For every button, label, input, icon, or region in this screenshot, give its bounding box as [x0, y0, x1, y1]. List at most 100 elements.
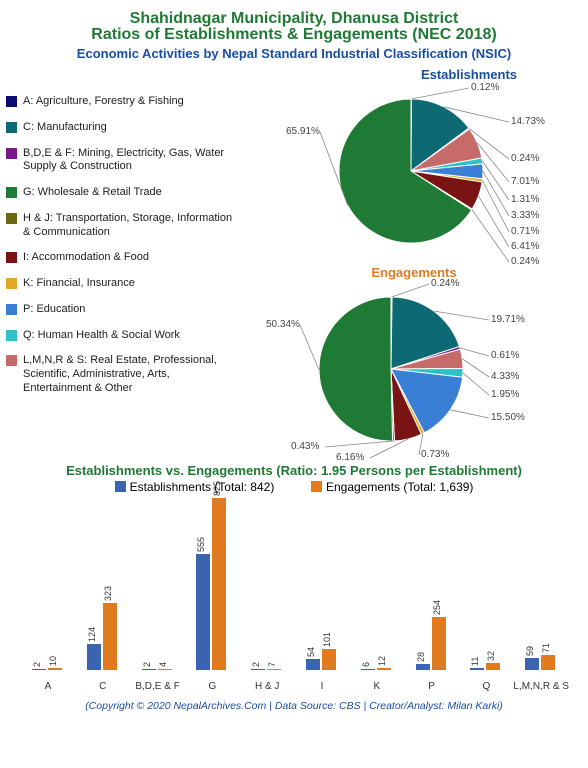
bar-value: 825 [212, 481, 222, 496]
bar-group: 24 [136, 498, 180, 670]
bar-value: 2 [251, 662, 261, 667]
bar-value: 4 [158, 662, 168, 667]
bar-est: 11 [470, 668, 484, 670]
legend-eng: Engagements (Total: 1,639) [326, 480, 473, 494]
compare-legend: Establishments (Total: 842) Engagements … [6, 480, 582, 494]
bar-eng: 825 [212, 498, 226, 670]
legend-item: K: Financial, Insurance [6, 277, 236, 291]
bar-category-label: Q [458, 681, 514, 692]
bar-value: 54 [306, 647, 316, 657]
pie-label: 3.33% [511, 210, 539, 221]
bar-eng: 71 [541, 655, 555, 670]
bar-group: 2 10 [26, 498, 70, 670]
pie-engagements: 0.24%19.71%0.61%4.33%1.95%15.50%0.73%6.1… [236, 274, 582, 459]
bar-value: 254 [432, 600, 442, 615]
bar-eng: 10 [48, 668, 62, 670]
bar-group: 27 [245, 498, 289, 670]
legend-label: P: Education [23, 303, 85, 317]
bar-category-label: C [75, 681, 131, 692]
bar-group: 555825 [190, 498, 234, 670]
bar-value: 7 [267, 662, 277, 667]
legend-item: H & J: Transportation, Storage, Informat… [6, 212, 236, 240]
legend-swatch [6, 330, 17, 341]
bar-value: 10 [48, 656, 58, 666]
bar-category-label: L,M,N,R & S [513, 681, 569, 692]
pie-label: 0.24% [511, 153, 539, 164]
bar-value: 2 [142, 662, 152, 667]
bar-value: 323 [103, 586, 113, 601]
legend-swatch [6, 252, 17, 263]
title-line3: Economic Activities by Nepal Standard In… [6, 46, 582, 61]
bar-value: 12 [377, 655, 387, 665]
legend-item: G: Wholesale & Retail Trade [6, 186, 236, 200]
bar-chart: 2101243232455582527541016122825411325971… [6, 498, 582, 698]
bar-eng: 254 [432, 617, 446, 670]
bar-eng: 4 [158, 669, 172, 670]
legend-swatch [6, 213, 17, 224]
legend-item: I: Accommodation & Food [6, 251, 236, 265]
legend-label: K: Financial, Insurance [23, 277, 135, 291]
legend-label: L,M,N,R & S: Real Estate, Professional, … [23, 354, 236, 395]
pie-label: 0.24% [431, 278, 459, 289]
title-line2: Ratios of Establishments & Engagements (… [6, 26, 582, 44]
bar-est: 2 [142, 669, 156, 670]
pie-label: 6.16% [336, 452, 364, 463]
pie-label: 0.61% [491, 350, 519, 361]
pie-slice [319, 297, 393, 441]
bar-value: 555 [196, 537, 206, 552]
category-legend: A: Agriculture, Forestry & Fishing C: Man… [6, 67, 236, 459]
legend-swatch [6, 122, 17, 133]
legend-label: C: Manufacturing [23, 121, 107, 135]
bar-group: 5971 [519, 498, 563, 670]
bar-value: 71 [541, 643, 551, 653]
pie-label: 0.73% [421, 449, 449, 460]
legend-label: B,D,E & F: Mining, Electricity, Gas, Wat… [23, 147, 236, 175]
bar-est: 59 [525, 658, 539, 670]
bar-est: 28 [416, 664, 430, 670]
bar-value: 124 [87, 627, 97, 642]
bar-est: 555 [196, 554, 210, 670]
bar-category-label: A [20, 681, 76, 692]
pie-label: 0.71% [511, 226, 539, 237]
legend-swatch [6, 148, 17, 159]
pie-label: 4.33% [491, 371, 519, 382]
bar-group: 6 12 [355, 498, 399, 670]
legend-label: G: Wholesale & Retail Trade [23, 186, 162, 200]
pie-label: 1.95% [491, 389, 519, 400]
bar-value: 11 [470, 656, 480, 665]
bar-est: 54 [306, 659, 320, 670]
legend-swatch [6, 187, 17, 198]
legend-item: B,D,E & F: Mining, Electricity, Gas, Wat… [6, 147, 236, 175]
bar-eng: 32 [486, 663, 500, 670]
legend-item: A: Agriculture, Forestry & Fishing [6, 95, 236, 109]
legend-label: H & J: Transportation, Storage, Informat… [23, 212, 236, 240]
legend-swatch [6, 304, 17, 315]
bar-group: 28254 [410, 498, 454, 670]
bar-est: 124 [87, 644, 101, 670]
legend-swatch [6, 278, 17, 289]
footer-credit: (Copyright © 2020 NepalArchives.Com | Da… [6, 700, 582, 712]
legend-label: I: Accommodation & Food [23, 251, 149, 265]
bar-value: 6 [361, 662, 371, 667]
pie-label: 19.71% [491, 314, 525, 325]
bar-eng: 12 [377, 668, 391, 671]
bar-category-label: P [404, 681, 460, 692]
pie-establishments: 0.12%14.73%0.24%7.01%1.31%3.33%0.71%6.41… [236, 76, 582, 261]
pie-label: 15.50% [491, 412, 525, 423]
pie-label: 50.34% [266, 319, 300, 330]
bar-value: 32 [486, 651, 496, 661]
bar-group: 1132 [464, 498, 508, 670]
bar-value: 2 [32, 662, 42, 667]
bar-est: 2 [251, 669, 265, 670]
bar-value: 59 [525, 646, 535, 656]
pie-label: 6.41% [511, 241, 539, 252]
pie-label: 65.91% [286, 126, 320, 137]
pie-label: 14.73% [511, 116, 545, 127]
bar-eng: 101 [322, 649, 336, 670]
bar-group: 124 323 [81, 498, 125, 670]
legend-item: Q: Human Health & Social Work [6, 329, 236, 343]
bar-category-label: I [294, 681, 350, 692]
bar-category-label: H & J [239, 681, 295, 692]
bar-category-label: G [184, 681, 240, 692]
pie-label: 0.24% [511, 256, 539, 267]
